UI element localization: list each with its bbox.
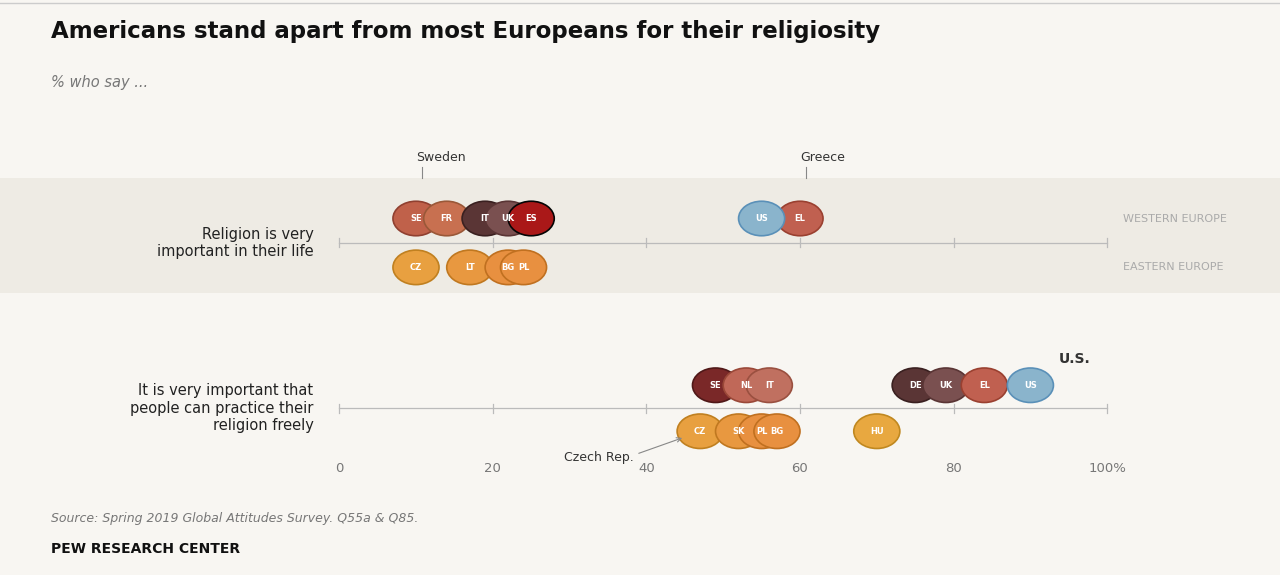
Text: UK: UK — [940, 381, 952, 390]
Ellipse shape — [923, 368, 969, 402]
Ellipse shape — [892, 368, 938, 402]
Ellipse shape — [692, 368, 739, 402]
Text: 100%: 100% — [1088, 462, 1126, 475]
Text: U.S.: U.S. — [1059, 352, 1091, 366]
Ellipse shape — [485, 250, 531, 285]
Text: 60: 60 — [791, 462, 809, 475]
Ellipse shape — [677, 414, 723, 448]
Text: 0: 0 — [335, 462, 343, 475]
Text: Religion is very
important in their life: Religion is very important in their life — [157, 227, 314, 259]
Ellipse shape — [393, 201, 439, 236]
Ellipse shape — [393, 250, 439, 285]
Text: SE: SE — [410, 214, 422, 223]
Text: % who say ...: % who say ... — [51, 75, 148, 90]
Text: US: US — [755, 214, 768, 223]
Ellipse shape — [961, 368, 1007, 402]
Ellipse shape — [462, 201, 508, 236]
Text: Czech Rep.: Czech Rep. — [564, 451, 634, 463]
Ellipse shape — [447, 250, 493, 285]
Text: UK: UK — [502, 214, 515, 223]
Text: NL: NL — [740, 381, 753, 390]
Text: It is very important that
people can practice their
religion freely: It is very important that people can pra… — [131, 384, 314, 433]
Text: FR: FR — [440, 214, 453, 223]
Ellipse shape — [424, 201, 470, 236]
Text: 80: 80 — [945, 462, 963, 475]
Text: Source: Spring 2019 Global Attitudes Survey. Q55a & Q85.: Source: Spring 2019 Global Attitudes Sur… — [51, 512, 419, 525]
Text: Americans stand apart from most Europeans for their religiosity: Americans stand apart from most European… — [51, 20, 881, 43]
Text: PEW RESEARCH CENTER: PEW RESEARCH CENTER — [51, 542, 241, 555]
Text: WESTERN EUROPE: WESTERN EUROPE — [1123, 213, 1226, 224]
Text: LT: LT — [465, 263, 475, 272]
Ellipse shape — [739, 201, 785, 236]
Text: EL: EL — [795, 214, 805, 223]
Ellipse shape — [777, 201, 823, 236]
Text: EASTERN EUROPE: EASTERN EUROPE — [1123, 262, 1224, 273]
Text: 20: 20 — [484, 462, 502, 475]
Text: 40: 40 — [637, 462, 655, 475]
Text: EL: EL — [979, 381, 989, 390]
Text: SK: SK — [732, 427, 745, 436]
Text: Sweden: Sweden — [416, 151, 466, 164]
Text: BG: BG — [502, 263, 515, 272]
Text: SE: SE — [709, 381, 722, 390]
Ellipse shape — [508, 201, 554, 236]
Text: DE: DE — [909, 381, 922, 390]
Ellipse shape — [500, 250, 547, 285]
Text: ES: ES — [525, 214, 538, 223]
Ellipse shape — [1007, 368, 1053, 402]
Ellipse shape — [854, 414, 900, 448]
Ellipse shape — [739, 414, 785, 448]
Ellipse shape — [716, 414, 762, 448]
Ellipse shape — [754, 414, 800, 448]
Text: PL: PL — [518, 263, 529, 272]
Text: PL: PL — [756, 427, 767, 436]
Text: IT: IT — [481, 214, 489, 223]
Text: BG: BG — [771, 427, 783, 436]
Text: CZ: CZ — [694, 427, 707, 436]
Text: HU: HU — [870, 427, 883, 436]
Text: CZ: CZ — [410, 263, 422, 272]
Text: IT: IT — [765, 381, 773, 390]
Ellipse shape — [485, 201, 531, 236]
Text: Greece: Greece — [800, 151, 845, 164]
Text: US: US — [1024, 381, 1037, 390]
Ellipse shape — [723, 368, 769, 402]
Ellipse shape — [746, 368, 792, 402]
